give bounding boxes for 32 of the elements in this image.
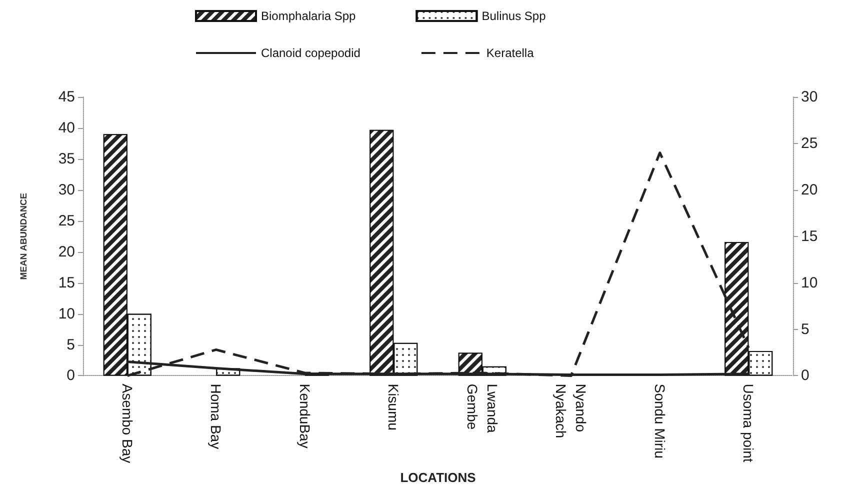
legend-label: Clanoid copepodid (261, 46, 360, 60)
y2-tick-label: 0 (801, 367, 810, 384)
y-tick-label: 25 (58, 212, 75, 230)
legend-label: Biomphalaria Spp (261, 9, 356, 23)
legend-label: Bulinus Spp (482, 9, 546, 23)
y-tick-label: 35 (58, 150, 75, 168)
x-tick-label: Asembo Bay (119, 384, 136, 464)
y-tick-label: 15 (58, 274, 75, 292)
legend-label: Keratella (486, 46, 534, 60)
y2-tick-label: 5 (801, 320, 810, 338)
y2-tick-label: 20 (801, 181, 818, 198)
x-tick-label: Homa Bay (208, 384, 224, 450)
y2-tick-label: 10 (801, 274, 818, 292)
x-tick-label: KenduBay (296, 384, 313, 448)
x-axis-title: LOCATIONS (400, 470, 476, 485)
y-axis-title: MEAN ABUNDANCE (18, 193, 28, 280)
y-tick-label: 30 (58, 181, 75, 198)
y2-tick-label: 25 (801, 134, 818, 152)
x-tick-label: Usoma point (740, 384, 757, 462)
y2-tick-label: 15 (801, 228, 818, 245)
y-tick-label: 0 (66, 367, 75, 384)
y2-tick-label: 30 (801, 88, 818, 106)
y-tick-label: 10 (58, 305, 75, 322)
y-tick-label: 45 (58, 88, 75, 106)
line-series (126, 151, 750, 377)
y-tick-label: 5 (66, 336, 75, 354)
x-tick-label: Kisumu (386, 384, 402, 430)
y-tick-label: 40 (58, 119, 75, 136)
x-tick-label: Nyando Nyakach (553, 384, 590, 438)
x-tick-label: Lwanda Gembe (464, 384, 500, 433)
x-tick-label: Sondu Miriu (652, 384, 668, 458)
y-tick-label: 20 (58, 243, 75, 260)
